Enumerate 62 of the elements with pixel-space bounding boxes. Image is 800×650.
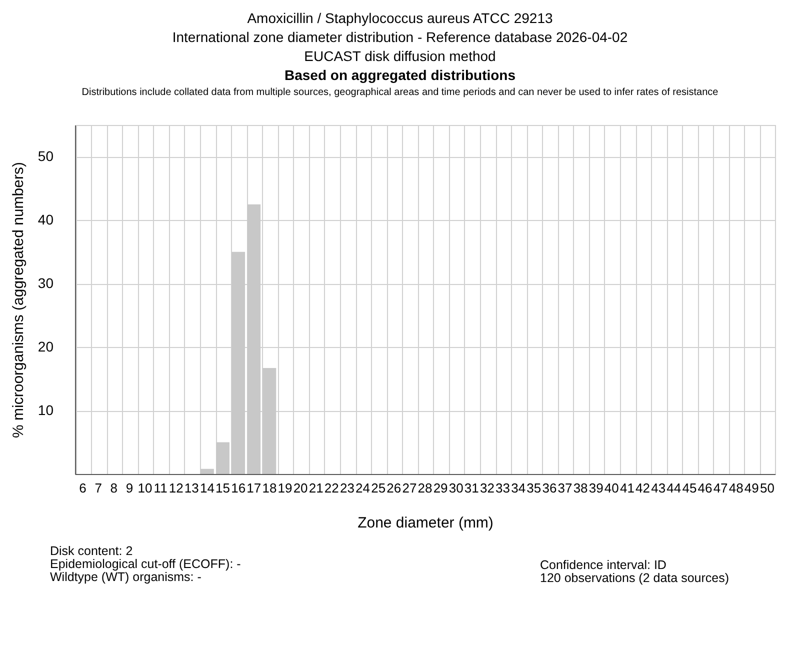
x-tick-label: 7: [94, 480, 102, 496]
text: EUCAST disk diffusion method: [303, 47, 497, 66]
text: Based on aggregated distributions: [283, 66, 517, 85]
x-tick-label: 16: [231, 480, 246, 496]
x-tick-label: 41: [620, 480, 634, 496]
text: Wildtype (WT) organisms: -: [50, 570, 202, 584]
text: 120 observations (2 data sources): [540, 571, 729, 585]
x-tick-label: 33: [496, 480, 510, 496]
x-tick-label: 50: [760, 480, 774, 496]
x-tick-label: 6: [79, 480, 86, 496]
x-tick-label: 15: [216, 480, 230, 496]
y-axis-title: % microorganisms (aggregated numbers): [10, 162, 27, 438]
x-tick-label: 10: [138, 480, 152, 496]
x-tick-label: 30: [448, 480, 464, 496]
x-tick-label: 27: [402, 480, 417, 496]
x-tick-label: 13: [184, 480, 199, 496]
chart-title: Amoxicillin / Staphylococcus aureus ATCC 29213: [246, 9, 554, 28]
x-tick-label: 23: [340, 480, 354, 496]
x-tick-label: 19: [278, 480, 292, 496]
x-tick-label: 43: [651, 480, 666, 496]
x-tick-label: 31: [464, 480, 479, 496]
x-tick-label: 12: [168, 480, 184, 496]
x-tick-label: 32: [480, 480, 494, 496]
y-tick-label: 40: [38, 212, 54, 228]
x-tick-label: 45: [682, 480, 697, 496]
chart-subtitle: International zone diameter distribution - Reference database 2026-04-02: [171, 28, 629, 47]
x-tick-label: 24: [356, 480, 370, 496]
x-tick-label: 11: [154, 480, 168, 496]
x-axis-title: Zone diameter (mm): [358, 514, 494, 532]
x-tick-label: 17: [246, 480, 262, 496]
text: Disk content: 2: [50, 544, 134, 558]
x-tick-label: 34: [511, 480, 526, 496]
x-tick-label: 26: [386, 480, 402, 496]
x-tick-label: 25: [371, 480, 386, 496]
text: Distributions include collated data from multiple sources, geographical areas and time periods and can never be used to infer rates of resistance: [80, 86, 720, 100]
x-tick-label: 29: [433, 480, 448, 496]
x-tick-label: 9: [126, 480, 134, 496]
x-tick-label: 18: [262, 480, 277, 496]
x-tick-label: 37: [558, 480, 572, 496]
x-tick-label: 8: [110, 480, 118, 496]
y-tick-label: 20: [38, 338, 54, 355]
x-tick-label: 39: [588, 480, 604, 496]
x-tick-label: 49: [744, 480, 759, 496]
y-tick-label: 50: [38, 148, 54, 164]
x-tick-label: 20: [293, 480, 308, 496]
x-tick-label: 48: [728, 480, 744, 496]
x-tick-label: 42: [636, 480, 650, 496]
y-tick-label: 10: [38, 402, 54, 418]
x-tick-label: 47: [713, 480, 728, 496]
x-tick-label: 46: [698, 480, 712, 496]
x-tick-label: 28: [418, 480, 432, 496]
x-tick-label: 36: [542, 480, 557, 496]
x-tick-label: 22: [324, 480, 339, 496]
x-tick-label: 44: [666, 480, 682, 496]
text: Confidence interval: ID: [540, 558, 668, 572]
y-tick-label: 30: [38, 275, 54, 292]
x-tick-label: 21: [308, 480, 324, 496]
text: Epidemiological cut-off (ECOFF): -: [50, 557, 241, 571]
x-tick-label: 40: [604, 480, 619, 496]
x-tick-label: 38: [573, 480, 588, 496]
x-tick-label: 14: [200, 480, 214, 496]
x-tick-label: 35: [526, 480, 542, 496]
